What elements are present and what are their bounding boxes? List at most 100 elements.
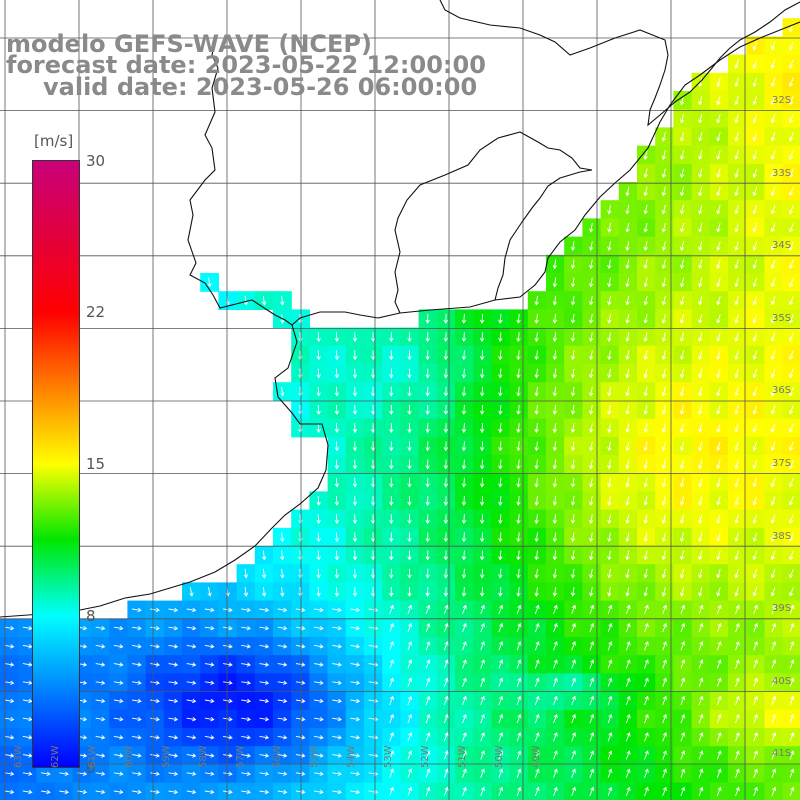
latitude-label: 34S [772,240,792,252]
wind-arrow [752,587,758,597]
wind-arrow [753,622,758,633]
wind-arrow [679,350,685,361]
wind-arrow [770,350,776,360]
wind-arrow [589,405,594,415]
wind-arrow [679,241,685,251]
wind-arrow [734,314,739,324]
wind-arrow [4,753,15,758]
wind-arrow [498,768,504,778]
wind-arrow [498,313,503,324]
wind-arrow [168,662,179,667]
wind-arrow [607,368,612,379]
wind-arrow [570,441,576,452]
wind-arrow [789,150,794,160]
wind-arrow [389,423,394,434]
wind-arrow [643,150,648,160]
wind-arrow [552,477,558,488]
wind-arrow [698,732,704,742]
wind-arrow [770,459,776,470]
wind-arrow [661,131,667,142]
wind-arrow [462,750,467,760]
wind-arrow [570,477,576,488]
wind-arrow [241,753,251,758]
wind-arrow [462,641,467,651]
wind-arrow [443,550,448,561]
wind-arrow [716,459,721,470]
wind-arrow [480,695,485,706]
wind-arrow [516,514,521,525]
wind-arrow [498,441,503,452]
wind-arrow [407,386,412,397]
wind-arrow [316,386,321,397]
wind-arrow [698,604,704,615]
wind-arrow [734,514,739,524]
wind-arrow [22,644,33,649]
wind-arrow [443,622,449,633]
wind-arrow [661,332,667,342]
wind-arrow [679,532,685,543]
wind-arrow [461,532,467,543]
wind-arrow [259,680,270,685]
wind-arrow [280,295,285,306]
wind-arrow [753,604,758,615]
wind-arrow [425,368,430,379]
wind-arrow [789,423,794,433]
wind-arrow [661,477,667,488]
wind-arrow [261,550,267,561]
wind-arrow [350,716,361,722]
wind-arrow [516,750,522,760]
wind-arrow [716,695,722,706]
wind-arrow [334,350,339,361]
wind-arrow [370,514,376,525]
wind-arrow [716,386,721,397]
wind-arrow [407,477,412,488]
wind-arrow [334,550,339,561]
wind-arrow [625,732,631,742]
wind-arrow [716,368,721,379]
wind-arrow [698,314,703,324]
wind-arrow [716,768,722,778]
wind-arrow [425,677,431,687]
wind-arrow [644,768,649,778]
wind-arrow [698,496,703,506]
wind-arrow [95,625,106,631]
wind-arrow [771,622,777,633]
wind-arrow [113,698,124,704]
wind-arrow [662,786,667,797]
wind-arrow [350,753,361,758]
wind-arrow [370,532,376,543]
wind-arrow [661,222,667,233]
wind-arrow [679,404,685,415]
wind-arrow [280,586,285,597]
wind-arrow [643,350,648,361]
wind-arrow [461,477,467,488]
wind-arrow [661,259,667,270]
longitude-label: 52W [420,745,431,768]
wind-arrow [498,641,504,651]
wind-arrow [679,113,685,124]
wind-arrow [223,625,233,631]
wind-arrow [4,625,15,631]
wind-arrow [334,477,339,488]
longitude-label: 54W [346,745,357,768]
wind-arrow [771,786,777,797]
wind-arrow [461,459,467,470]
wind-arrow [661,295,667,306]
wind-arrow [643,186,648,197]
wind-arrow [389,622,394,633]
wind-arrow [607,477,612,488]
wind-arrow [277,789,288,795]
wind-arrow [425,423,430,434]
wind-arrow [589,677,595,687]
wind-arrow [407,550,412,561]
wind-arrow [625,496,630,506]
wind-arrow [4,771,15,776]
wind-arrow [461,495,467,506]
colorbar-unit: [m/s] [34,132,74,150]
wind-arrow [168,644,179,649]
wind-arrow [789,477,794,488]
wind-arrow [770,277,776,288]
wind-arrow [716,223,721,233]
wind-arrow [534,459,539,470]
